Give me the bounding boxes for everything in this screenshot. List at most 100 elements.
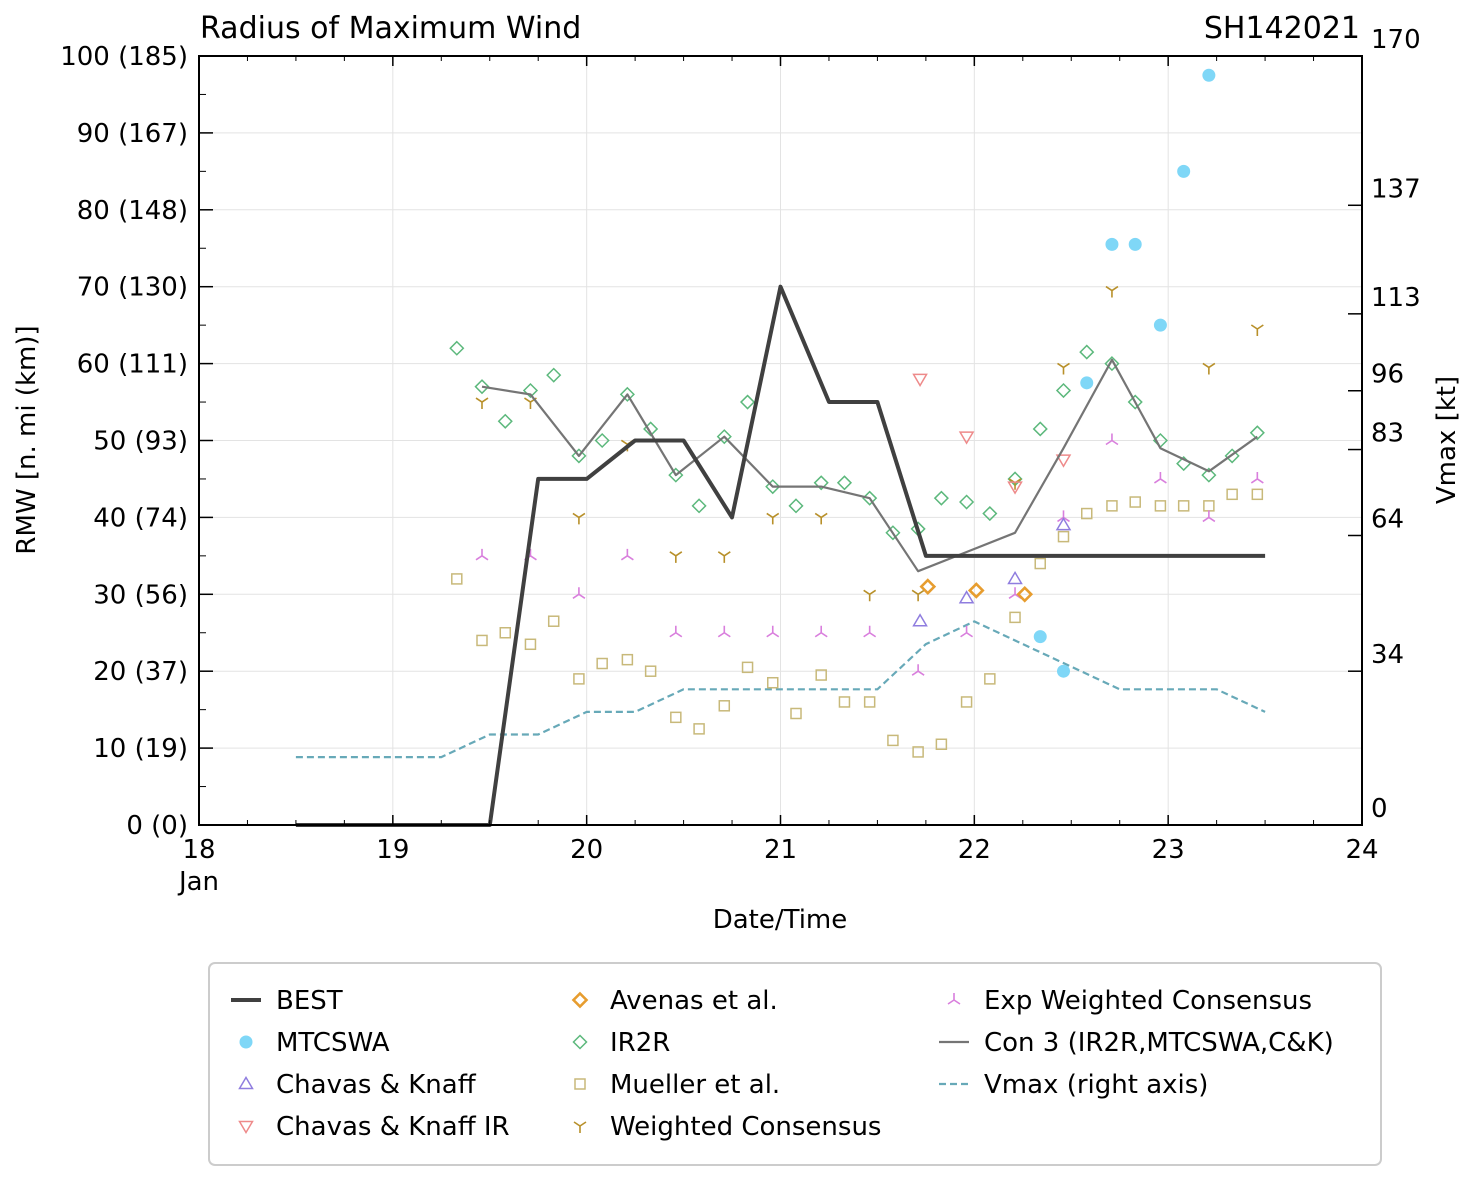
- data-point-ewc: [1057, 510, 1070, 523]
- legend-label: IR2R: [610, 1028, 670, 1058]
- data-point-mueller: [863, 696, 876, 708]
- y-right-tick-label: 170: [1371, 25, 1421, 55]
- data-point-mueller: [1034, 557, 1046, 570]
- legend-item-con3: Con 3 (IR2R,MTCSWA,C&K): [939, 1028, 1334, 1058]
- chart-title: Radius of Maximum Wind: [200, 11, 581, 46]
- y-right-axis-label: Vmax [kt]: [1432, 376, 1462, 504]
- data-point-mtcswa: [1056, 664, 1070, 678]
- data-point-ewc: [1202, 510, 1216, 523]
- series-best: [295, 284, 1266, 827]
- data-point-ir2r: [449, 340, 465, 356]
- y-tick-label: 50 (93): [93, 427, 188, 457]
- data-point-wc: [1057, 362, 1070, 375]
- data-point-ck: [1007, 570, 1023, 585]
- legend: BEST MTCSWA Chavas & Knaff Chavas & Knaff I…: [208, 962, 1382, 1166]
- data-point-mueller: [912, 746, 924, 758]
- data-point-ewc: [766, 625, 780, 638]
- legend-label: Con 3 (IR2R,MTCSWA,C&K): [984, 1028, 1334, 1058]
- data-point-avenas: [1016, 585, 1034, 603]
- x-tick-label: 19: [376, 835, 409, 865]
- legend-swatch: [572, 1034, 588, 1050]
- legend-swatch: [573, 1121, 587, 1133]
- data-point-mueller: [790, 707, 802, 720]
- data-point-ewc: [1153, 471, 1167, 484]
- legend-swatch: [238, 1076, 254, 1090]
- data-point-mueller: [476, 634, 488, 647]
- legend-label: Vmax (right axis): [984, 1070, 1208, 1100]
- data-point-mueller: [1057, 530, 1070, 543]
- data-point-ewc: [911, 664, 925, 676]
- x-axis-label: Date/Time: [713, 905, 848, 935]
- data-point-ir2r: [1127, 394, 1143, 410]
- data-point-mueller: [741, 661, 754, 674]
- data-point-ewc: [960, 625, 974, 638]
- data-point-ir2r: [546, 367, 562, 383]
- data-point-ir2r: [813, 475, 829, 491]
- data-point-mueller: [960, 696, 973, 708]
- data-point-ir2r: [716, 429, 732, 445]
- legend-label: Chavas & Knaff: [276, 1070, 477, 1100]
- data-point-mueller: [499, 627, 512, 639]
- data-point-ckir: [912, 373, 928, 387]
- data-point-ir2r: [982, 505, 998, 522]
- series-mtcswa: [1033, 68, 1216, 678]
- data-point-avenas: [967, 582, 985, 599]
- series-line-best: [295, 284, 1266, 827]
- data-point-wc: [1008, 478, 1022, 490]
- x-tick-label: 20: [570, 835, 603, 865]
- data-point-ewc: [572, 587, 586, 599]
- data-point-mueller: [524, 638, 537, 651]
- data-point-mueller: [1177, 500, 1190, 512]
- data-point-mueller: [1226, 488, 1238, 501]
- y-right-tick-label: 137: [1371, 174, 1421, 204]
- legend-item-ewc: Exp Weighted Consensus: [947, 986, 1312, 1016]
- data-point-mueller: [670, 711, 682, 724]
- data-point-ir2r: [594, 432, 610, 449]
- y-tick-label: 70 (130): [77, 273, 188, 303]
- data-point-mueller: [693, 723, 705, 735]
- data-point-mtcswa: [1105, 237, 1119, 251]
- legend-label: MTCSWA: [276, 1028, 390, 1058]
- data-point-ck: [912, 613, 928, 627]
- data-point-mueller: [1081, 507, 1093, 520]
- legend-item-ck: Chavas & Knaff: [238, 1070, 477, 1100]
- data-point-wc: [572, 512, 586, 525]
- data-point-wc: [1250, 324, 1264, 336]
- series-ckir: [912, 373, 1072, 495]
- data-point-ir2r: [836, 475, 853, 491]
- data-point-ir2r: [1055, 382, 1072, 399]
- x-tick-label: 21: [764, 835, 797, 865]
- data-point-mueller: [1009, 611, 1021, 624]
- data-point-ck: [958, 590, 975, 604]
- data-point-ir2r: [1032, 421, 1048, 437]
- series-line-vmax: [295, 620, 1266, 759]
- legend-label: Exp Weighted Consensus: [984, 986, 1312, 1016]
- data-point-ckir: [958, 431, 975, 445]
- data-point-ewc: [475, 548, 489, 561]
- x-tick-sublabel: Jan: [177, 867, 219, 897]
- legend-swatch: [947, 993, 961, 1005]
- series-ck: [912, 517, 1072, 627]
- data-point-ir2r: [765, 479, 781, 495]
- data-point-ewc: [814, 625, 828, 638]
- data-point-ir2r: [1104, 356, 1120, 372]
- data-point-ewc: [863, 625, 877, 638]
- data-point-mueller: [815, 669, 827, 681]
- series-avenas: [919, 578, 1034, 603]
- data-point-avenas: [919, 578, 937, 595]
- legend-item-ir2r: IR2R: [572, 1028, 670, 1058]
- data-point-ir2r: [691, 498, 707, 514]
- data-point-wc: [1202, 362, 1216, 375]
- data-point-ir2r: [571, 448, 587, 464]
- data-point-mueller: [1106, 500, 1118, 512]
- data-point-mueller: [1154, 500, 1167, 512]
- data-point-ir2r: [788, 498, 804, 514]
- data-point-mueller: [621, 653, 634, 666]
- legend-item-mtcswa: MTCSWA: [239, 1028, 390, 1058]
- data-point-mueller: [887, 734, 899, 747]
- data-point-wc: [911, 589, 925, 602]
- y-tick-label: 30 (56): [93, 580, 188, 610]
- y-right-tick-label: 113: [1371, 283, 1421, 313]
- data-point-wc: [669, 551, 683, 563]
- y-tick-label: 90 (167): [77, 119, 188, 149]
